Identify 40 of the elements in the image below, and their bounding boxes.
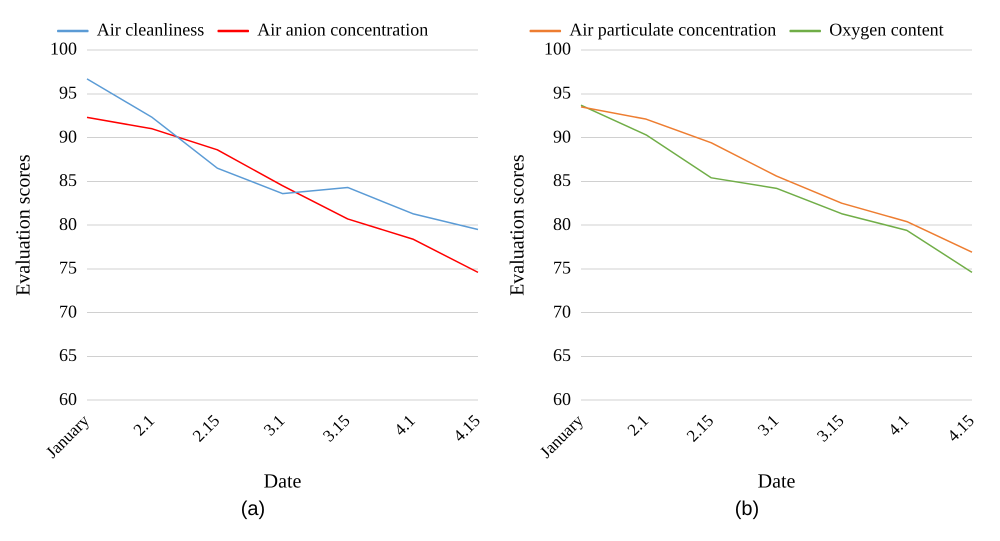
y-tick-label: 95 [59, 82, 77, 103]
legend-label: Air anion concentration [257, 20, 428, 40]
y-tick-label: 80 [553, 214, 571, 234]
x-tick-label: 4.1 [884, 410, 913, 440]
y-tick-label: 80 [59, 214, 77, 234]
y-tick-label: 75 [59, 258, 77, 278]
legend-label: Oxygen content [829, 20, 944, 40]
x-tick-label: 4.15 [944, 410, 978, 446]
y-tick-label: 100 [544, 38, 571, 59]
y-axis-title: Evaluation scores [506, 154, 528, 296]
y-tick-label: 60 [59, 388, 77, 409]
y-tick-label: 70 [553, 301, 571, 322]
y-tick-label: 85 [553, 170, 571, 190]
text: (a) [240, 498, 266, 521]
x-tick-label: 3.15 [319, 410, 354, 446]
legend-label: Air cleanliness [96, 20, 204, 40]
y-tick-label: 60 [553, 388, 571, 409]
y-tick-label: 90 [553, 126, 571, 146]
x-tick-label: 2.1 [130, 410, 158, 440]
x-tick-label: 2.1 [624, 410, 652, 440]
y-tick-label: 100 [50, 38, 77, 59]
y-tick-label: 70 [59, 301, 77, 322]
x-tick-label: 3.1 [754, 410, 782, 440]
x-tick-label: 2.15 [188, 410, 224, 446]
x-tick-label: 3.1 [260, 410, 288, 440]
y-tick-label: 75 [553, 258, 571, 278]
y-tick-label: 65 [553, 345, 571, 366]
x-tick-label: 3.15 [813, 410, 848, 446]
x-axis-title: Date [264, 470, 302, 492]
y-tick-label: 90 [59, 126, 77, 146]
x-tick-label: 4.15 [450, 410, 484, 446]
y-tick-label: 85 [59, 170, 77, 190]
y-tick-label: 95 [553, 82, 571, 103]
y-tick-label: 65 [59, 345, 77, 366]
x-axis-title: Date [758, 470, 796, 492]
text: (b) [734, 498, 760, 521]
legend-label: Air particulate concentration [569, 20, 776, 40]
x-tick-label: 2.15 [682, 410, 718, 446]
y-axis-title: Evaluation scores [12, 154, 34, 296]
x-tick-label: 4.1 [390, 410, 419, 440]
